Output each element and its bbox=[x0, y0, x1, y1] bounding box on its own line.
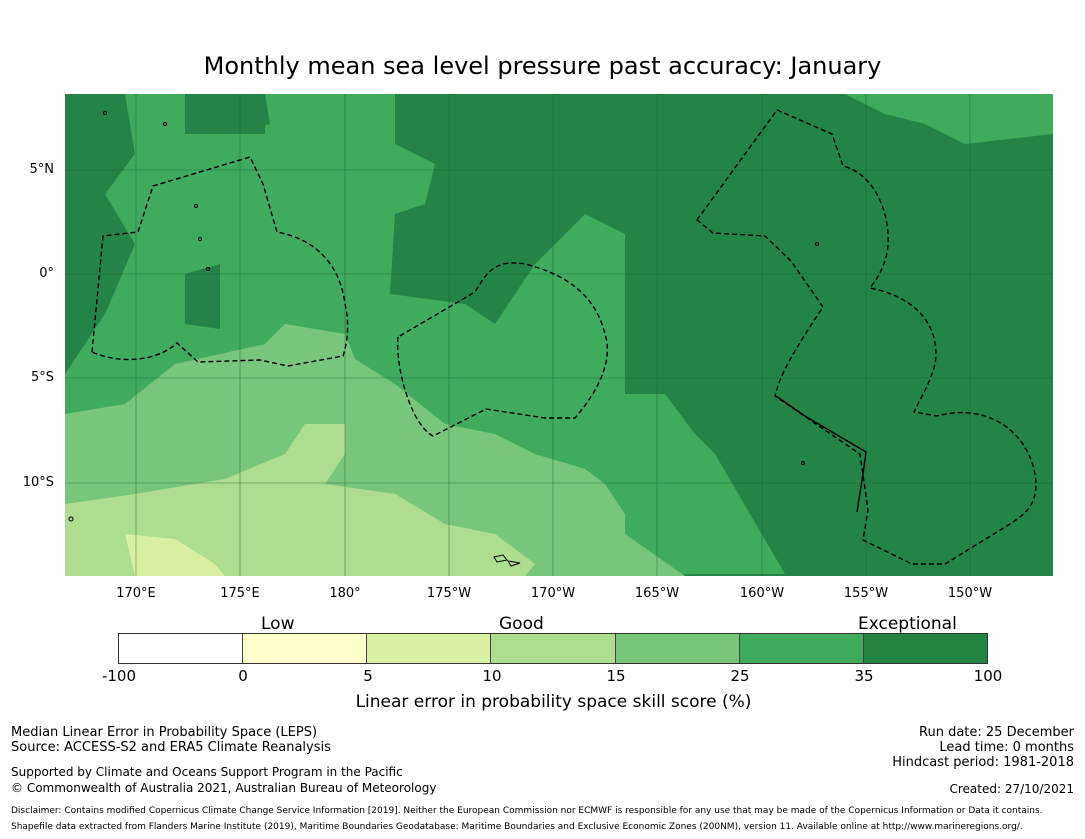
category-exceptional: Exceptional bbox=[858, 614, 957, 634]
footer-created: Created: 27/10/2021 bbox=[949, 782, 1074, 796]
lon-label-170e: 170°E bbox=[116, 586, 156, 601]
colorbar bbox=[118, 633, 988, 664]
low-good-region bbox=[65, 424, 535, 576]
colorbar-tick: 100 bbox=[973, 667, 1003, 685]
footer-copyright: © Commonwealth of Australia 2021, Austra… bbox=[11, 781, 437, 795]
footer-lead-time: Lead time: 0 months bbox=[939, 740, 1074, 755]
lat-label-10s: 10°S bbox=[22, 475, 54, 490]
colorbar-segment-7 bbox=[863, 634, 987, 663]
colorbar-segment-4 bbox=[491, 634, 616, 663]
footer-method: Median Linear Error in Probability Space… bbox=[11, 725, 318, 740]
colorbar-tick: 10 bbox=[482, 667, 502, 685]
footer-support: Supported by Climate and Oceans Support … bbox=[11, 765, 403, 779]
category-good: Good bbox=[499, 614, 544, 634]
footer-run-date: Run date: 25 December bbox=[919, 725, 1074, 740]
lon-label-180: 180° bbox=[329, 586, 361, 601]
colorbar-segment-2 bbox=[243, 634, 368, 663]
lat-label-5s: 5°S bbox=[30, 370, 54, 385]
colorbar-tick: 25 bbox=[730, 667, 750, 685]
very-low-region bbox=[125, 534, 225, 576]
colorbar-tick: 15 bbox=[606, 667, 626, 685]
lon-label-150w: 150°W bbox=[947, 586, 993, 601]
colorbar-segment-1 bbox=[119, 634, 244, 663]
eez-tokelau bbox=[396, 262, 609, 437]
map-title: Monthly mean sea level pressure past acc… bbox=[203, 52, 882, 80]
colorbar-tick: 0 bbox=[238, 667, 248, 685]
dark-patch-west bbox=[65, 94, 135, 374]
colorbar-segment-3 bbox=[367, 634, 492, 663]
skill-map-canvas bbox=[65, 94, 1053, 576]
colorbar-tick: -100 bbox=[101, 667, 137, 685]
eez-line-islands bbox=[696, 109, 1037, 565]
lat-label-0: 0° bbox=[39, 266, 54, 281]
lon-label-165w: 165°W bbox=[634, 586, 680, 601]
eez-boundaries bbox=[91, 109, 1037, 565]
skill-map bbox=[65, 94, 1053, 576]
gridlines bbox=[65, 94, 1053, 576]
footer-disclaimer: Disclaimer: Contains modified Copernicus… bbox=[11, 806, 1043, 816]
lat-label-5n: 5°N bbox=[29, 162, 55, 177]
lon-label-155w: 155°W bbox=[843, 586, 889, 601]
eez-kiribati-gilberts bbox=[91, 156, 349, 367]
footer-source: Source: ACCESS-S2 and ERA5 Climate Reana… bbox=[11, 740, 331, 755]
eez-solid-segment bbox=[775, 395, 867, 513]
lon-label-175e: 175°E bbox=[220, 586, 260, 601]
footer-hindcast: Hindcast period: 1981-2018 bbox=[892, 755, 1074, 770]
dark-patch-top bbox=[195, 94, 270, 134]
colorbar-tick: 5 bbox=[363, 667, 373, 685]
colorbar-segment-6 bbox=[739, 634, 864, 663]
colorbar-title: Linear error in probability space skill … bbox=[355, 692, 752, 712]
lon-label-175w: 175°W bbox=[426, 586, 472, 601]
lon-label-170w: 170°W bbox=[530, 586, 576, 601]
colorbar-segment-5 bbox=[615, 634, 740, 663]
high-skill-region-ne bbox=[845, 94, 1053, 144]
dark-patch-mid bbox=[185, 264, 220, 329]
colorbar-tick: 35 bbox=[854, 667, 874, 685]
lon-label-160w: 160°W bbox=[739, 586, 785, 601]
category-low: Low bbox=[261, 614, 295, 634]
footer-shapefile-credit: Shapefile data extracted from Flanders M… bbox=[11, 822, 1023, 832]
islands bbox=[68, 111, 819, 567]
